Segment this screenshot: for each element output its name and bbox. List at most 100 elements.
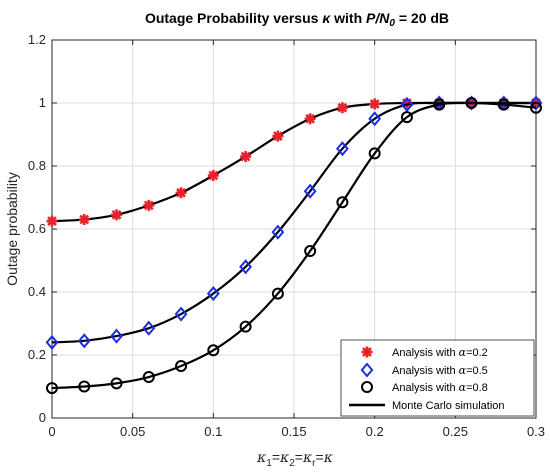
y-tick-label: 0.8 [28, 158, 46, 173]
series-3 [46, 97, 542, 395]
marker-stroke [47, 216, 57, 227]
diamond-marker [45, 334, 59, 350]
diamond-marker [110, 328, 123, 344]
y-tick-label: 0.4 [28, 284, 46, 299]
marker-stroke [240, 151, 251, 162]
asterisk-marker [46, 215, 58, 227]
asterisk-marker [175, 187, 187, 199]
legend-label-value: =0.2 [466, 347, 488, 359]
asterisk-marker [336, 102, 348, 114]
legend-label-alpha: α [459, 364, 467, 377]
diamond-marker [142, 320, 156, 336]
x-tick-label: 0.1 [204, 424, 222, 439]
diamond-marker [77, 333, 91, 349]
title-pn-sub: 0 [389, 18, 395, 29]
legend-circle-marker [361, 381, 373, 393]
x-tick-label: 0.15 [281, 424, 306, 439]
circle-marker [465, 97, 478, 109]
y-tick-label: 0 [39, 410, 46, 425]
marker-stroke [362, 347, 372, 357]
y-tick-label: 0.2 [28, 347, 46, 362]
asterisk-marker [111, 209, 123, 221]
x-axis-label-part: = [295, 449, 303, 465]
x-tick-label: 0.05 [120, 424, 145, 439]
x-axis-label-subscript: r [312, 458, 316, 469]
marker-stroke [208, 170, 219, 181]
circle-marker [271, 287, 284, 300]
circle-marker [497, 98, 510, 111]
diamond-marker [400, 97, 414, 113]
chart-title: Outage Probability versus κ with P/N0 = … [145, 10, 449, 29]
asterisk-marker [207, 169, 219, 181]
legend-label-prefix: Analysis with [392, 365, 459, 377]
x-tick-label: 0.25 [443, 424, 468, 439]
circle-marker [46, 382, 58, 395]
circle-marker [110, 377, 123, 390]
legend-label-prefix: Analysis with [392, 347, 459, 359]
marker-stroke [272, 131, 283, 141]
diamond-marker [271, 224, 285, 240]
y-tick-label: 1.2 [28, 32, 46, 47]
legend-label-prefix: Analysis with [392, 382, 459, 394]
asterisk-marker [143, 199, 155, 211]
diamond-marker [335, 141, 349, 157]
asterisk-marker [304, 113, 316, 125]
legend-box [340, 339, 535, 417]
title-pn: P/N [366, 10, 390, 26]
marker-stroke [143, 200, 154, 211]
title-prefix: Outage Probability versus [145, 10, 322, 26]
asterisk-marker [240, 151, 252, 163]
x-tick-label: 0 [48, 424, 55, 439]
legend-entry-3: Analysis with α=0.8 [392, 381, 488, 394]
diamond-marker [239, 259, 253, 275]
marker-stroke [176, 187, 186, 198]
x-tick-label: 0.2 [366, 424, 384, 439]
marker-stroke [369, 99, 380, 109]
marker-stroke [111, 209, 122, 220]
legend-label-alpha: α [459, 346, 467, 359]
marker-stroke [79, 214, 90, 225]
title-kappa: κ [322, 10, 331, 26]
diamond-marker [303, 183, 317, 199]
x-axis-label-subscript: 2 [289, 458, 295, 469]
x-axis-label-part: = [272, 449, 280, 465]
circle-marker [368, 147, 381, 160]
legend-label-value: =0.5 [466, 365, 488, 377]
marker-stroke [305, 113, 316, 124]
diamond-marker [529, 95, 543, 111]
x-axis-label-subscript: 1 [266, 458, 272, 469]
diamond-marker [206, 286, 220, 302]
circle-marker [530, 101, 542, 114]
axes: 0 0.05 0.1 0.15 0.2 0.25 0.3 0 0.2 0.4 0.6 0.8 1 1.2 [28, 32, 545, 439]
title-middle: with [330, 10, 366, 26]
legend-label-alpha: α [459, 381, 467, 394]
plot-series [45, 95, 543, 395]
x-tick-label: 0.3 [527, 424, 545, 439]
circle-marker [78, 380, 91, 393]
circle-marker [304, 245, 317, 258]
legend-entry-2: Analysis with α=0.5 [392, 364, 488, 377]
diamond-marker [174, 306, 188, 322]
x-axis-label: κ1=κ2=κr=κ [256, 449, 333, 469]
circle-marker [400, 111, 413, 124]
asterisk-marker [78, 214, 90, 226]
circle-marker [207, 344, 220, 357]
legend-entry-simulation: Monte Carlo simulation [392, 400, 505, 412]
x-axis-label-part: κ [323, 450, 333, 466]
y-tick-label: 0.6 [28, 221, 46, 236]
legend-entry-1: Analysis with α=0.2 [392, 346, 488, 359]
x-axis-label-part: κ [279, 450, 289, 466]
x-axis-label-part: κ [302, 450, 312, 466]
marker-stroke [337, 102, 348, 113]
y-axis-label: Outage probability [4, 172, 20, 286]
circle-marker [433, 98, 446, 111]
asterisk-marker [369, 98, 381, 110]
x-axis-label-part: κ [256, 450, 266, 466]
circle-marker [175, 360, 188, 373]
legend-asterisk-marker [361, 346, 373, 358]
circle-marker [142, 371, 155, 384]
diamond-marker [368, 111, 382, 127]
legend-label-value: =0.8 [466, 382, 488, 394]
